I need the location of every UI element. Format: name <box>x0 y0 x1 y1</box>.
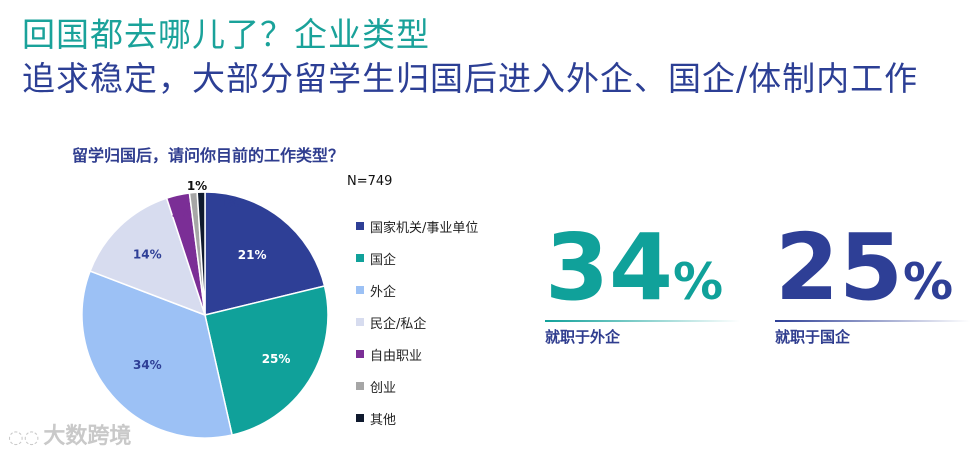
pie-data-label: 3% <box>172 206 192 220</box>
pie-data-label: 34% <box>133 358 162 372</box>
legend-swatch <box>356 222 364 230</box>
pie-data-label: 1% <box>187 179 207 193</box>
stat-state-divider <box>775 320 970 322</box>
legend-swatch <box>356 382 364 390</box>
legend-label: 其他 <box>370 412 397 428</box>
stat-foreign-value: 34% <box>545 214 724 321</box>
legend-label: 外企 <box>370 284 397 300</box>
legend-label: 创业 <box>370 380 397 396</box>
stat-state: 25% 就职于国企 <box>775 222 970 347</box>
pie-chart: 21% 25% 34% 14% 3% 1% 1% <box>81 179 329 439</box>
legend-item: 民企/私企 <box>356 306 478 338</box>
legend-item: 创业 <box>356 370 478 402</box>
legend-item: 其他 <box>356 402 478 434</box>
legend-swatch <box>356 414 364 422</box>
watermark: ◌◌ 大数跨境 <box>8 424 132 449</box>
pie-slice <box>204 285 329 436</box>
stat-foreign-label: 就职于外企 <box>545 328 621 346</box>
legend-item: 国企 <box>356 242 478 274</box>
stat-state-value: 25% <box>775 214 954 321</box>
page-subtitle: 追求稳定，大部分留学生归国后进入外企、国企/体制内工作 <box>22 59 919 98</box>
pie-slice <box>89 197 207 317</box>
pie-data-label: 14% <box>133 247 162 261</box>
legend-swatch <box>356 254 364 262</box>
chart-title: 留学归国后，请问你目前的工作类型？ <box>72 146 345 165</box>
legend-swatch <box>356 318 364 326</box>
legend-swatch <box>356 286 364 294</box>
page-title: 回国都去哪儿了？企业类型 <box>22 15 430 54</box>
legend-label: 国企 <box>370 252 397 268</box>
sample-size-label: N=749 <box>347 174 393 189</box>
logo-icon: ◌◌ <box>8 427 40 448</box>
legend-item: 外企 <box>356 274 478 306</box>
stat-state-label: 就职于国企 <box>775 328 851 346</box>
pie-slice <box>81 270 233 439</box>
legend-label: 自由职业 <box>370 348 423 364</box>
legend-swatch <box>356 350 364 358</box>
pie-data-label: 1% <box>219 197 239 211</box>
legend-item: 自由职业 <box>356 338 478 370</box>
pie-slice <box>196 191 206 316</box>
stat-foreign: 34% 就职于外企 <box>545 222 740 347</box>
legend-item: 国家机关/事业单位 <box>356 210 478 242</box>
pie-slice <box>204 191 326 316</box>
stat-foreign-divider <box>545 320 740 322</box>
chart-legend: 国家机关/事业单位 国企外企民企/私企自由职业创业其他 <box>356 210 478 434</box>
legend-label: 国家机关/事业单位 <box>370 220 479 236</box>
pie-data-label: 21% <box>238 248 267 262</box>
legend-label: 民企/私企 <box>370 316 427 332</box>
pie-data-label: 25% <box>262 352 291 366</box>
